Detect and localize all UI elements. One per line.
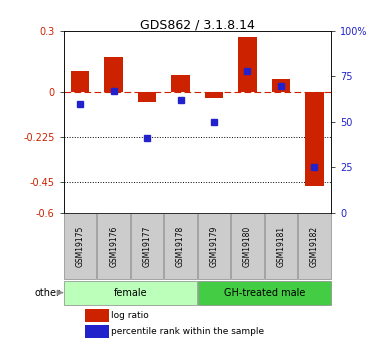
Text: other: other <box>34 288 60 298</box>
FancyBboxPatch shape <box>298 213 331 279</box>
FancyBboxPatch shape <box>198 280 331 305</box>
FancyBboxPatch shape <box>64 213 97 279</box>
FancyBboxPatch shape <box>198 213 230 279</box>
Bar <box>205 91 223 98</box>
Bar <box>171 76 190 91</box>
Text: log ratio: log ratio <box>111 311 149 320</box>
Bar <box>85 325 109 338</box>
Bar <box>272 79 290 91</box>
FancyBboxPatch shape <box>64 280 197 305</box>
Text: GSM19179: GSM19179 <box>209 225 219 267</box>
Bar <box>85 309 109 322</box>
FancyBboxPatch shape <box>231 213 264 279</box>
Text: GSM19181: GSM19181 <box>276 225 285 267</box>
FancyBboxPatch shape <box>164 213 197 279</box>
Text: GSM19176: GSM19176 <box>109 225 118 267</box>
Bar <box>138 91 156 102</box>
Bar <box>104 57 123 91</box>
Text: GSM19182: GSM19182 <box>310 225 319 267</box>
Bar <box>238 37 257 91</box>
Bar <box>305 91 323 186</box>
Text: percentile rank within the sample: percentile rank within the sample <box>111 327 264 336</box>
Title: GDS862 / 3.1.8.14: GDS862 / 3.1.8.14 <box>140 18 255 31</box>
Text: GSM19177: GSM19177 <box>142 225 152 267</box>
FancyBboxPatch shape <box>131 213 163 279</box>
Bar <box>71 71 89 91</box>
Text: female: female <box>114 288 147 298</box>
Text: GSM19175: GSM19175 <box>76 225 85 267</box>
Text: GSM19178: GSM19178 <box>176 225 185 267</box>
FancyBboxPatch shape <box>97 213 130 279</box>
Text: GH-treated male: GH-treated male <box>224 288 305 298</box>
FancyBboxPatch shape <box>265 213 297 279</box>
Text: GSM19180: GSM19180 <box>243 225 252 267</box>
